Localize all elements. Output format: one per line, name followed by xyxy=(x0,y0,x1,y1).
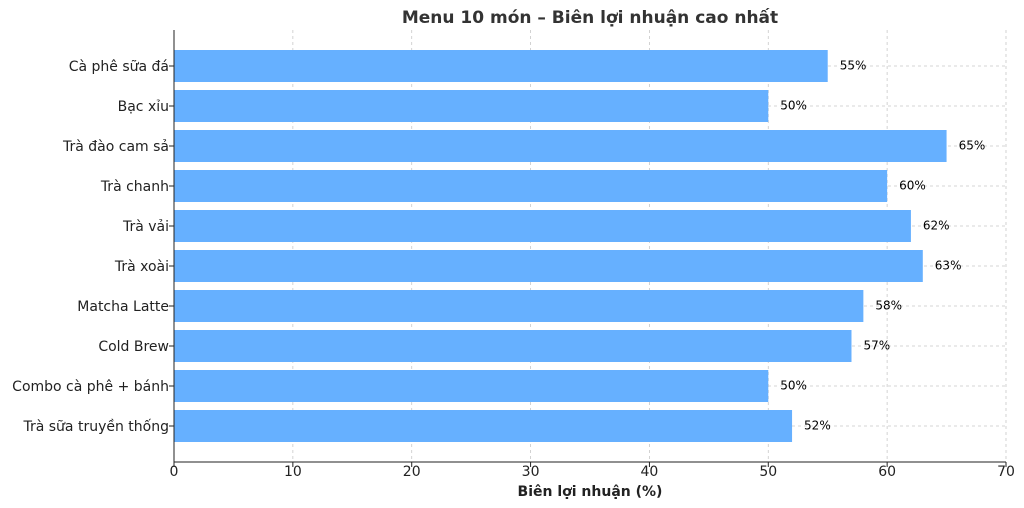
x-tick-label: 30 xyxy=(522,464,540,480)
bar xyxy=(174,370,769,402)
bar xyxy=(174,90,769,122)
y-tick-label: Trà sữa truyền thống xyxy=(22,418,169,435)
value-label: 60% xyxy=(899,179,926,193)
y-tick-label: Trà chanh xyxy=(100,179,169,195)
x-tick-label: 20 xyxy=(403,464,421,480)
chart-title: Menu 10 món – Biên lợi nhuận cao nhất xyxy=(402,7,778,28)
bar xyxy=(174,170,888,202)
value-label: 63% xyxy=(935,259,962,273)
y-tick-label: Trà xoài xyxy=(114,259,169,275)
value-label: 50% xyxy=(780,99,807,113)
bar xyxy=(174,50,828,82)
bar xyxy=(174,210,911,242)
value-label: 50% xyxy=(780,379,807,393)
value-label: 55% xyxy=(840,59,867,73)
x-tick-label: 10 xyxy=(284,464,302,480)
x-tick-label: 40 xyxy=(641,464,659,480)
value-label: 58% xyxy=(875,299,902,313)
x-tick-label: 50 xyxy=(759,464,777,480)
x-tick-label: 60 xyxy=(878,464,896,480)
bar xyxy=(174,130,947,162)
y-tick-label: Matcha Latte xyxy=(77,299,169,315)
value-label: 52% xyxy=(804,419,831,433)
y-tick-label: Trà đào cam sả xyxy=(62,139,169,155)
y-tick-label: Cold Brew xyxy=(98,339,169,355)
x-axis-label: Biên lợi nhuận (%) xyxy=(518,484,663,500)
value-label: 62% xyxy=(923,219,950,233)
bar xyxy=(174,330,852,362)
bar xyxy=(174,250,923,282)
bar xyxy=(174,290,864,322)
y-tick-label: Cà phê sữa đá xyxy=(69,59,169,75)
x-tick-label: 0 xyxy=(170,464,179,480)
value-label: 65% xyxy=(959,139,986,153)
bar xyxy=(174,410,793,442)
y-tick-label: Bạc xỉu xyxy=(118,99,169,115)
value-label: 57% xyxy=(863,339,890,353)
y-tick-label: Trà vải xyxy=(122,219,169,235)
y-tick-label: Combo cà phê + bánh xyxy=(12,379,169,395)
x-tick-label: 70 xyxy=(997,464,1015,480)
